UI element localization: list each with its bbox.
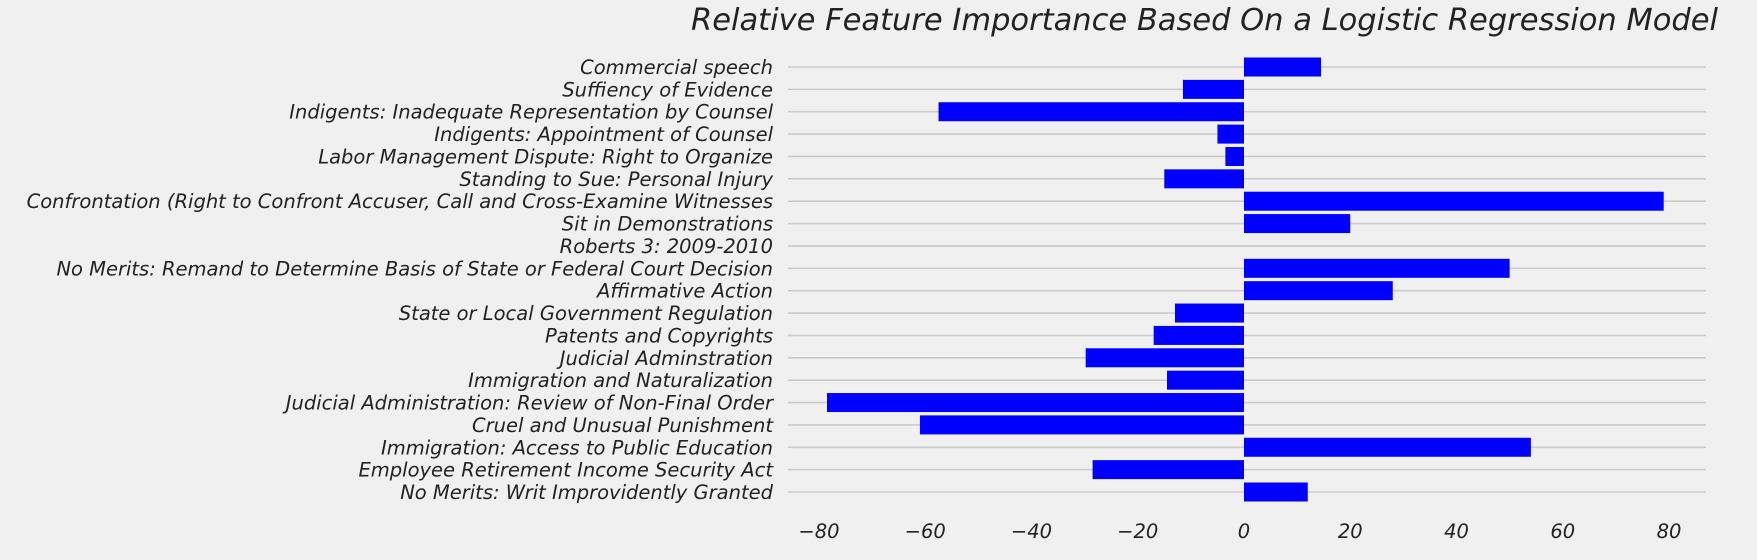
x-tick-label: −80 (798, 520, 839, 543)
y-tick-label: Judicial Adminstration (556, 347, 773, 370)
bar (826, 393, 1244, 413)
bar (1085, 348, 1244, 368)
bar (1153, 325, 1244, 345)
chart-title: Relative Feature Importance Based On a L… (691, 3, 1719, 38)
y-tick-label: Indigents: Appointment of Counsel (434, 123, 773, 146)
bar (1174, 303, 1244, 323)
x-tick-label: −20 (1117, 520, 1158, 543)
y-tick-label: State or Local Government Regulation (399, 302, 773, 325)
y-tick-label: Suffiency of Evidence (562, 78, 773, 101)
y-tick-label: Sit in Demonstrations (562, 213, 773, 236)
bar (1217, 124, 1244, 144)
x-tick-label: 60 (1550, 520, 1575, 543)
bar (1164, 169, 1244, 189)
bar (1244, 258, 1510, 278)
bar (919, 415, 1244, 435)
y-tick-label: Cruel and Unusual Punishment (472, 414, 774, 437)
y-tick-label: Immigration: Access to Public Education (381, 436, 773, 459)
y-tick-label: Affirmative Action (595, 280, 773, 303)
y-tick-label: Indigents: Inadequate Representation by … (289, 101, 773, 124)
bar (1244, 191, 1664, 211)
y-tick-label: Roberts 3: 2009-2010 (560, 235, 773, 258)
bar (1244, 214, 1351, 234)
y-tick-label: Employee Retirement Income Security Act (358, 459, 774, 482)
y-tick-label: Commercial speech (580, 56, 773, 79)
y-tick-label: Immigration and Naturalization (468, 369, 773, 392)
bar (1092, 460, 1244, 480)
bar (1166, 370, 1244, 390)
y-tick-label: No Merits: Remand to Determine Basis of … (56, 257, 773, 280)
x-tick-label: −60 (905, 520, 946, 543)
bar (938, 102, 1244, 122)
x-tick-label: 40 (1444, 520, 1469, 543)
bar (1244, 437, 1531, 457)
bar (1244, 57, 1322, 77)
x-tick-label: 0 (1238, 520, 1250, 543)
y-tick-label: Labor Management Dispute: Right to Organ… (318, 145, 773, 168)
y-tick-label: Judicial Administration: Review of Non-F… (282, 392, 775, 415)
y-tick-label: No Merits: Writ Improvidently Granted (400, 481, 773, 504)
x-tick-label: 80 (1657, 520, 1682, 543)
x-tick-label: −40 (1011, 520, 1052, 543)
x-tick-label: 20 (1338, 520, 1363, 543)
bar (1244, 482, 1308, 502)
bar (1182, 79, 1244, 99)
y-tick-label: Patents and Copyrights (545, 324, 773, 347)
y-tick-label: Standing to Sue: Personal Injury (459, 168, 773, 191)
bar (1225, 146, 1244, 166)
bar (1244, 281, 1393, 301)
bars-layer (826, 57, 1664, 502)
y-tick-label: Confrontation (Right to Confront Accuser… (27, 190, 773, 213)
x-tick-labels: −80 −60 −40 −20 0 20 40 60 80 (798, 520, 1681, 543)
